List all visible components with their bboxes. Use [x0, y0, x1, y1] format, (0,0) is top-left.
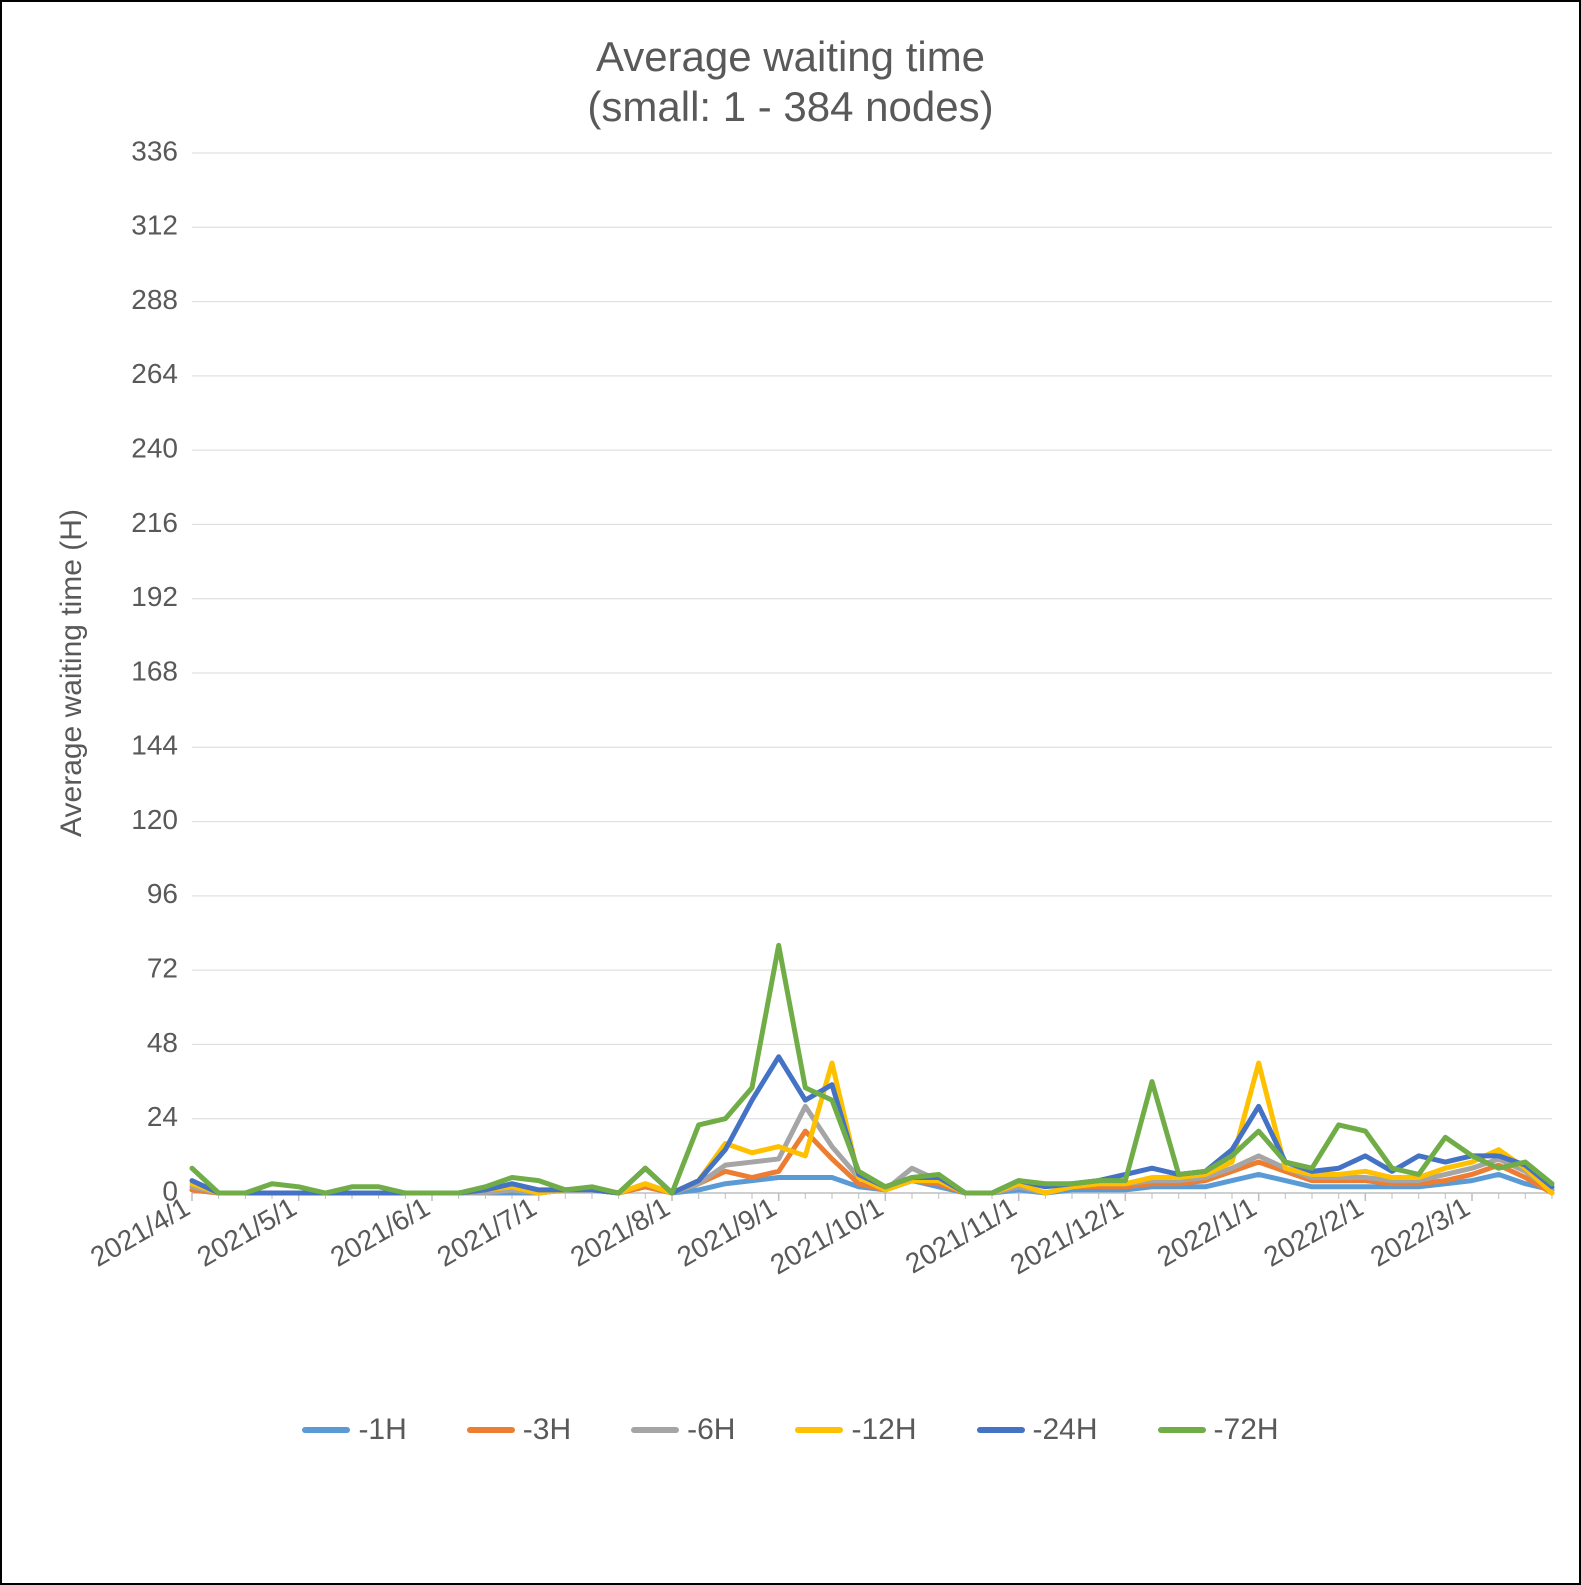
svg-text:168: 168: [131, 655, 178, 686]
legend-item: -72H: [1158, 1413, 1279, 1447]
svg-text:2022/2/1: 2022/2/1: [1258, 1191, 1368, 1272]
svg-text:264: 264: [131, 358, 178, 389]
svg-text:2021/4/1: 2021/4/1: [85, 1191, 195, 1272]
svg-text:96: 96: [147, 878, 178, 909]
legend-swatch: [302, 1427, 350, 1433]
legend-swatch: [1158, 1427, 1206, 1433]
svg-text:216: 216: [131, 507, 178, 538]
chart-title: Average waiting time (small: 1 - 384 nod…: [32, 32, 1549, 133]
legend-label: -6H: [687, 1413, 735, 1447]
svg-text:24: 24: [147, 1101, 178, 1132]
chart-frame: Average waiting time (small: 1 - 384 nod…: [0, 0, 1581, 1585]
chart-title-line1: Average waiting time: [32, 32, 1549, 82]
svg-text:2022/3/1: 2022/3/1: [1365, 1191, 1475, 1272]
legend-swatch: [795, 1427, 843, 1433]
svg-text:240: 240: [131, 432, 178, 463]
legend-label: -1H: [358, 1413, 406, 1447]
legend-item: -3H: [467, 1413, 571, 1447]
svg-text:2021/11/1: 2021/11/1: [900, 1191, 1022, 1279]
legend-item: -6H: [631, 1413, 735, 1447]
legend-label: -24H: [1033, 1413, 1098, 1447]
y-axis-label: Average waiting time (H): [55, 509, 89, 837]
svg-text:48: 48: [147, 1027, 178, 1058]
svg-text:72: 72: [147, 952, 178, 983]
svg-text:2021/7/1: 2021/7/1: [432, 1191, 542, 1272]
svg-text:336: 336: [131, 135, 178, 166]
legend-item: -24H: [977, 1413, 1098, 1447]
legend: -1H -3H -6H -12H -24H -72H: [32, 1413, 1549, 1447]
svg-text:2021/12/1: 2021/12/1: [1005, 1191, 1128, 1280]
svg-text:2021/8/1: 2021/8/1: [565, 1191, 675, 1272]
legend-item: -12H: [795, 1413, 916, 1447]
legend-swatch: [977, 1427, 1025, 1433]
chart-title-line2: (small: 1 - 384 nodes): [32, 82, 1549, 132]
svg-text:192: 192: [131, 581, 178, 612]
svg-text:2022/1/1: 2022/1/1: [1152, 1191, 1262, 1272]
svg-text:120: 120: [131, 804, 178, 835]
svg-text:2021/9/1: 2021/9/1: [672, 1191, 782, 1272]
svg-text:2021/10/1: 2021/10/1: [765, 1191, 888, 1280]
svg-text:2021/5/1: 2021/5/1: [192, 1191, 302, 1272]
line-chart-svg: 0244872961201441681922162402642883123362…: [102, 143, 1572, 1383]
legend-swatch: [631, 1427, 679, 1433]
legend-label: -12H: [851, 1413, 916, 1447]
svg-text:312: 312: [131, 209, 178, 240]
legend-label: -3H: [523, 1413, 571, 1447]
svg-text:2021/6/1: 2021/6/1: [325, 1191, 435, 1272]
svg-text:288: 288: [131, 284, 178, 315]
plot-area: Average waiting time (H) 024487296120144…: [102, 143, 1549, 1383]
legend-item: -1H: [302, 1413, 406, 1447]
legend-label: -72H: [1214, 1413, 1279, 1447]
legend-swatch: [467, 1427, 515, 1433]
svg-text:144: 144: [131, 729, 178, 760]
